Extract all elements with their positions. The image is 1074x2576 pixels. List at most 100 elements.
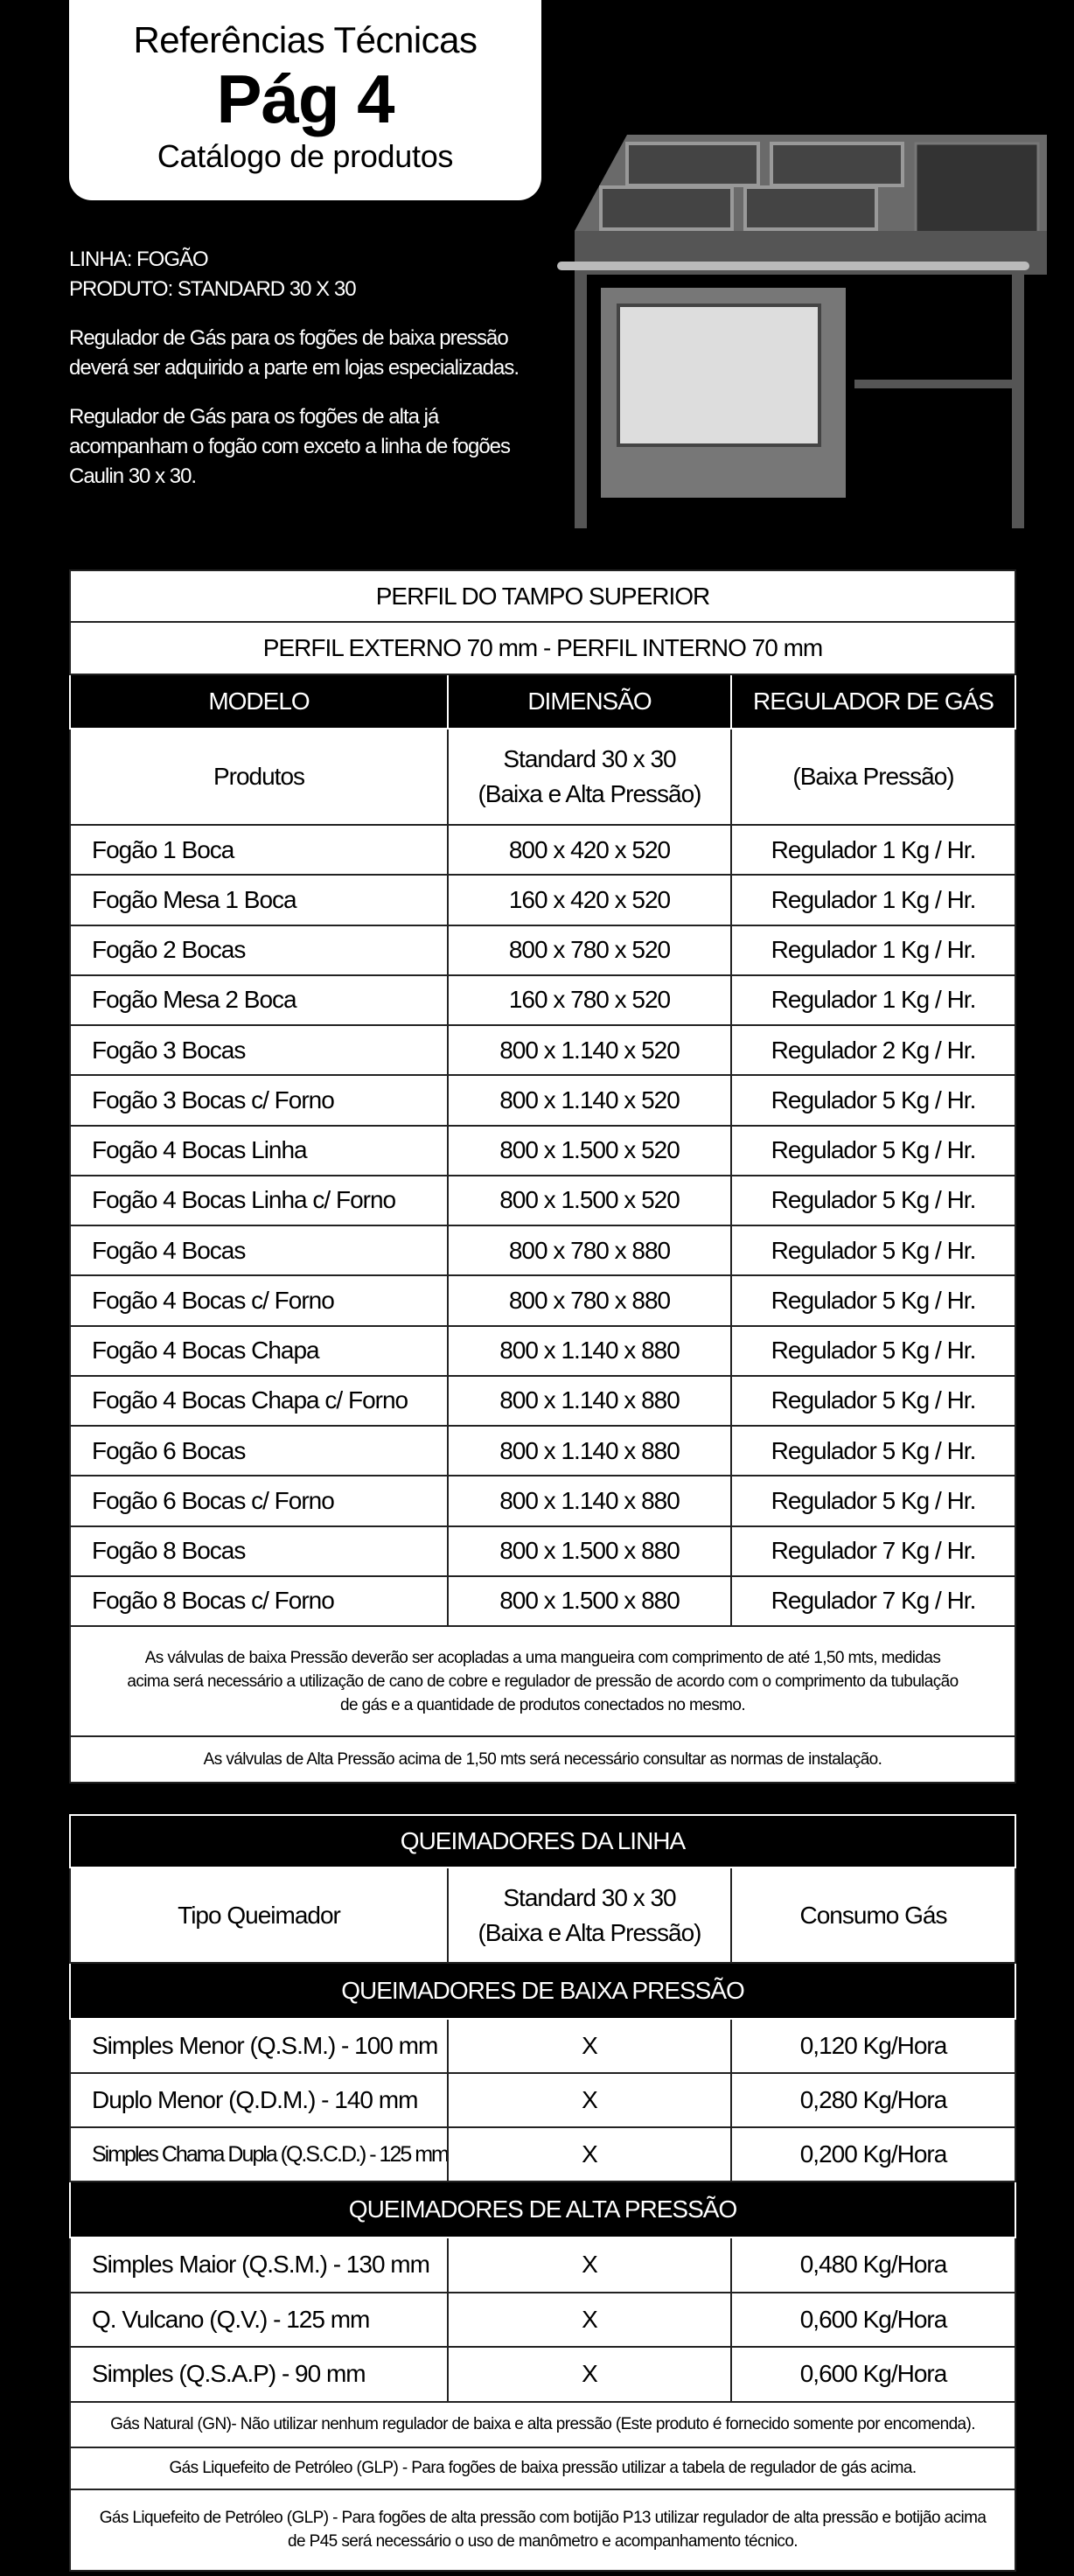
regulator-cell: Regulador 1 Kg / Hr. [729,823,1017,876]
model-cell: Fogão 4 Bocas [69,1224,449,1277]
table1-subtitle: PERFIL EXTERNO 70 mm - PERFIL INTERNO 70… [68,621,1017,675]
standard-cell: X [447,2291,732,2349]
dimension-cell: 800 x 1.140 x 520 [447,1023,732,1077]
consumption-cell: 0,120 Kg/Hora [729,2018,1017,2074]
intro-paragraph-1: Regulador de Gás para os fogões de baixa… [69,326,520,380]
header-standard-line1: Standard 30 x 30 [503,1883,676,1911]
model-cell: Fogão 4 Bocas Chapa [69,1324,449,1377]
table-row: Q. Vulcano (Q.V.) - 125 mm X 0,600 Kg/Hora [69,2291,1017,2349]
burner-cell: Duplo Menor (Q.D.M.) - 140 mm [69,2072,449,2128]
consumption-cell: 0,600 Kg/Hora [729,2291,1017,2349]
dimension-cell: 800 x 780 x 520 [447,924,732,976]
dimension-cell: 800 x 1.140 x 880 [447,1475,732,1527]
table-row: Fogão 8 Bocas 800 x 1.500 x 880 Regulador … [69,1525,1017,1577]
table-row: Simples (Q.S.A.P) - 90 mm X 0,600 Kg/Hora [69,2346,1017,2403]
title-line3: Catálogo de produtos [157,138,454,174]
header-consumo: Consumo Gás [729,1867,1017,1964]
subheader-produtos: Produtos [69,728,449,826]
model-cell: Fogão 2 Bocas [69,924,449,976]
consumption-cell: 0,480 Kg/Hora [729,2237,1017,2293]
table2-note-1: Gás Natural (GN)- Não utilizar nenhum re… [68,2400,1017,2448]
table2-note-2: Gás Liquefeito de Petróleo (GLP) - Para … [68,2446,1017,2490]
model-cell: Fogão 4 Bocas Chapa c/ Forno [69,1374,449,1428]
subheader-dimensao: Standard 30 x 30 (Baixa e Alta Pressão) [447,728,732,826]
regulator-cell: Regulador 7 Kg / Hr. [729,1525,1017,1577]
header-dimensao: DIMENSÃO [447,674,732,730]
model-cell: Fogão 1 Boca [69,823,449,876]
model-cell: Fogão 3 Bocas c/ Forno [69,1074,449,1127]
table-row: Fogão 4 Bocas c/ Forno 800 x 780 x 880 Reg… [69,1274,1017,1327]
table-row: Fogão 8 Bocas c/ Forno 800 x 1.500 x 880 R… [69,1574,1017,1628]
dimension-cell: 800 x 1.500 x 520 [447,1174,732,1227]
table-row: Fogão 1 Boca 800 x 420 x 520 Regulador 1 K… [69,823,1017,876]
table-row: Simples Menor (Q.S.M.) - 100 mm X 0,120 Kg… [69,2018,1017,2074]
burners-table: QUEIMADORES DA LINHA Tipo Queimador Stan… [68,1814,1017,2572]
dimension-cell: 800 x 1.140 x 520 [447,1074,732,1127]
standard-cell: X [447,2126,732,2182]
burner-cell: Q. Vulcano (Q.V.) - 125 mm [69,2291,449,2349]
table-row: Fogão 3 Bocas c/ Forno 800 x 1.140 x 520 R… [69,1074,1017,1127]
section-alta-pressao: QUEIMADORES DE ALTA PRESSÃO [68,2181,1017,2238]
dimension-cell: 800 x 1.140 x 880 [447,1374,732,1428]
model-cell: Fogão 4 Bocas Linha [69,1124,449,1176]
model-cell: Fogão 3 Bocas [69,1023,449,1077]
header-modelo: MODELO [69,674,449,730]
dimension-cell: 160 x 780 x 520 [447,974,732,1027]
subheader-baixa: (Baixa Pressão) [729,728,1017,826]
table-row: Fogão Mesa 2 Boca 160 x 780 x 520 Regulado… [69,974,1017,1027]
table-row: Fogão 4 Bocas Chapa 800 x 1.140 x 880 Regu… [69,1324,1017,1377]
consumption-cell: 0,280 Kg/Hora [729,2072,1017,2128]
regulator-cell: Regulador 1 Kg / Hr. [729,924,1017,976]
header-standard: Standard 30 x 30 (Baixa e Alta Pressão) [447,1867,732,1964]
regulator-cell: Regulador 5 Kg / Hr. [729,1224,1017,1277]
regulator-cell: Regulador 5 Kg / Hr. [729,1475,1017,1527]
model-cell: Fogão 6 Bocas c/ Forno [69,1475,449,1527]
dimension-cell: 800 x 780 x 880 [447,1224,732,1277]
header-standard-line2: (Baixa e Alta Pressão) [478,1918,701,1946]
page-title: Pág 4 [216,60,394,137]
dimension-cell: 800 x 1.500 x 880 [447,1525,732,1577]
regulator-cell: Regulador 1 Kg / Hr. [729,874,1017,926]
table-row: Fogão 6 Bocas c/ Forno 800 x 1.140 x 880 R… [69,1475,1017,1527]
table2-note-3: Gás Liquefeito de Petróleo (GLP) - Para … [68,2488,1017,2572]
table-row: Duplo Menor (Q.D.M.) - 140 mm X 0,280 Kg/H… [69,2072,1017,2128]
dimension-cell: 800 x 1.500 x 880 [447,1574,732,1628]
intro-paragraph-2: Regulador de Gás para os fogões de alta … [69,405,511,488]
table-row: Fogão 4 Bocas Linha 800 x 1.500 x 520 Regu… [69,1124,1017,1176]
model-cell: Fogão 8 Bocas c/ Forno [69,1574,449,1628]
table-row: Fogão 3 Bocas 800 x 1.140 x 520 Regulador … [69,1023,1017,1077]
table1-note-2: As válvulas de Alta Pressão acima de 1,5… [68,1735,1017,1784]
standard-cell: X [447,2018,732,2074]
model-cell: Fogão 4 Bocas Linha c/ Forno [69,1174,449,1227]
model-cell: Fogão 4 Bocas c/ Forno [69,1274,449,1327]
table1-note-1: As válvulas de baixa Pressão deverão ser… [68,1625,1017,1737]
dimension-cell: 800 x 1.140 x 880 [447,1324,732,1377]
header-tipo: Tipo Queimador [69,1867,449,1964]
consumption-cell: 0,200 Kg/Hora [729,2126,1017,2182]
title-line1: Referências Técnicas [133,19,478,60]
standard-cell: X [447,2237,732,2293]
regulator-cell: Regulador 5 Kg / Hr. [729,1324,1017,1377]
regulator-cell: Regulador 1 Kg / Hr. [729,974,1017,1027]
stove-product-image [557,135,1047,528]
regulator-cell: Regulador 5 Kg / Hr. [729,1424,1017,1477]
table-row: Fogão 4 Bocas Linha c/ Forno 800 x 1.500 … [69,1174,1017,1227]
table-row: Simples Chama Dupla (Q.S.C.D.) - 125 mm X… [69,2126,1017,2182]
regulator-cell: Regulador 5 Kg / Hr. [729,1374,1017,1428]
standard-cell: X [447,2346,732,2403]
table-row: Fogão 4 Bocas 800 x 780 x 880 Regulador 5 … [69,1224,1017,1277]
regulator-cell: Regulador 2 Kg / Hr. [729,1023,1017,1077]
model-cell: Fogão Mesa 1 Boca [69,874,449,926]
model-cell: Fogão 8 Bocas [69,1525,449,1577]
burner-cell: Simples Maior (Q.S.M.) - 130 mm [69,2237,449,2293]
dimension-cell: 800 x 420 x 520 [447,823,732,876]
regulator-cell: Regulador 7 Kg / Hr. [729,1574,1017,1628]
table1-title: PERFIL DO TAMPO SUPERIOR [68,569,1017,623]
table2-title: QUEIMADORES DA LINHA [68,1814,1017,1868]
linha-label: LINHA: FOGÃO [69,248,209,271]
intro-text: LINHA: FOGÃO PRODUTO: STANDARD 30 X 30 R… [69,245,541,511]
dimension-cell: 160 x 420 x 520 [447,874,732,926]
header-regulador: REGULADOR DE GÁS [729,674,1017,730]
regulator-cell: Regulador 5 Kg / Hr. [729,1074,1017,1127]
stove-specs-table: PERFIL DO TAMPO SUPERIOR PERFIL EXTERNO … [68,569,1017,1784]
